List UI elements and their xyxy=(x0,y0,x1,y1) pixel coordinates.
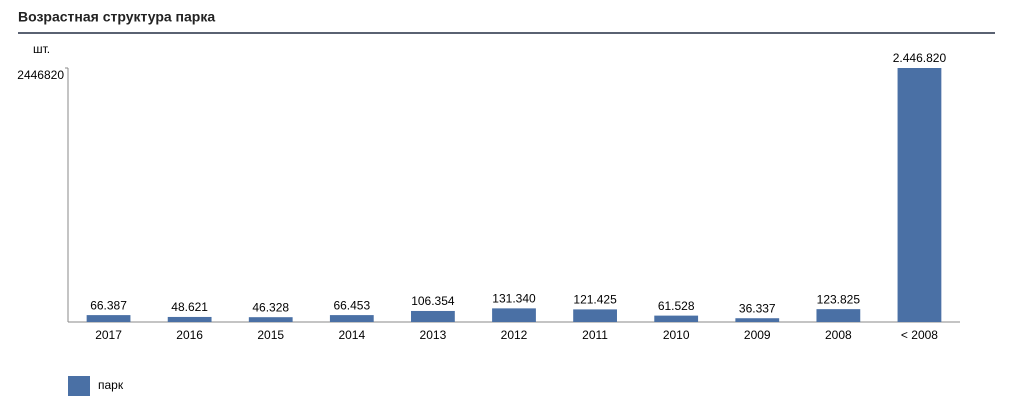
x-tick-label: 2008 xyxy=(825,328,852,342)
value-label: 36.337 xyxy=(739,301,776,315)
bar xyxy=(167,316,212,322)
x-tick-label: 2011 xyxy=(582,328,608,342)
bar xyxy=(897,68,942,322)
bar xyxy=(248,317,293,322)
value-label: 123.825 xyxy=(817,292,861,306)
value-label: 2.446.820 xyxy=(893,51,947,65)
bar xyxy=(816,309,861,322)
bar xyxy=(573,309,617,322)
value-label: 131.340 xyxy=(492,292,536,306)
chart-title: Возрастная структура парка xyxy=(18,9,215,25)
x-tick-label: 2014 xyxy=(338,328,365,342)
bar xyxy=(654,315,699,322)
x-tick-label: 2017 xyxy=(95,328,122,342)
y-axis-label: шт. xyxy=(33,42,50,56)
x-tick-label: 2009 xyxy=(744,328,771,342)
value-label: 66.453 xyxy=(333,298,370,312)
x-tick-label: 2015 xyxy=(257,328,284,342)
x-tick-label: 2013 xyxy=(420,328,447,342)
y-tick-label: 2446820 xyxy=(17,68,64,82)
value-label: 61.528 xyxy=(658,299,695,313)
bar xyxy=(735,318,780,322)
value-label: 121.425 xyxy=(573,293,617,307)
value-label: 48.621 xyxy=(171,300,208,314)
value-label: 46.328 xyxy=(252,300,289,314)
legend-swatch xyxy=(68,376,90,396)
x-tick-label: 2012 xyxy=(501,328,528,342)
bar xyxy=(411,310,455,322)
x-tick-label: 2010 xyxy=(663,328,690,342)
bar xyxy=(329,315,374,322)
value-label: 66.387 xyxy=(90,298,127,312)
value-label: 106.354 xyxy=(411,294,455,308)
legend-label: парк xyxy=(98,378,124,392)
x-tick-label: 2016 xyxy=(176,328,203,342)
x-tick-label: < 2008 xyxy=(901,328,938,342)
bar xyxy=(492,308,536,322)
bar xyxy=(86,315,131,322)
